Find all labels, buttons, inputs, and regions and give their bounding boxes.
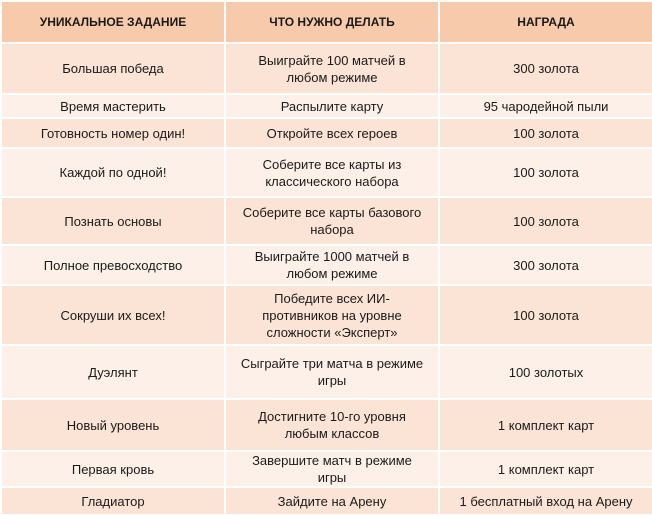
table-row: Новый уровень Достигните 10-го уровня люб… (0, 398, 652, 452)
table-body: Большая победа Выиграйте 100 матчей в люб… (0, 42, 652, 516)
table-cell: Распылите карту (224, 93, 440, 119)
table-row: Большая победа Выиграйте 100 матчей в люб… (0, 42, 652, 95)
table-cell: Большая победа (0, 42, 226, 95)
table-cell: 100 золота (438, 284, 652, 346)
table-cell: Зайдите на Арену (224, 486, 440, 516)
table-cell: Выиграйте 1000 матчей в любом режиме (224, 244, 440, 286)
table-cell: 100 золота (438, 117, 652, 149)
table-cell: Сыграйте три матча в режиме игры (224, 344, 440, 400)
table-cell: 100 золотых (438, 344, 652, 400)
table-cell: Каждой по одной! (0, 147, 226, 198)
table-cell: 300 золота (438, 42, 652, 95)
table-cell: 300 золота (438, 244, 652, 286)
header-cell: ЧТО НУЖНО ДЕЛАТЬ (224, 0, 440, 44)
table-cell: Познать основы (0, 196, 226, 246)
table-cell: Достигните 10-го уровня любым классов (224, 398, 440, 452)
table-row: Каждой по одной! Соберите все карты из кл… (0, 147, 652, 198)
table-cell: Первая кровь (0, 450, 226, 488)
table-row: Готовность номер один! Откройте всех геро… (0, 117, 652, 149)
table-row: Сокруши их всех! Победите всех ИИ-противн… (0, 284, 652, 346)
table-row: Познать основы Соберите все карты базовог… (0, 196, 652, 246)
table-cell: Выиграйте 100 матчей в любом режиме (224, 42, 440, 95)
table-cell: Завершите матч в режиме игры (224, 450, 440, 488)
table-row: Гладиатор Зайдите на Арену 1 бесплатный вх… (0, 486, 652, 516)
header-cell: УНИКАЛЬНОЕ ЗАДАНИЕ (0, 0, 226, 44)
table-row: Время мастерить Распылите карту 95 чародей… (0, 93, 652, 119)
table-row: Полное превосходство Выиграйте 1000 матче… (0, 244, 652, 286)
table-cell: 1 комплект карт (438, 450, 652, 488)
table-cell: Дуэлянт (0, 344, 226, 400)
header-row: УНИКАЛЬНОЕ ЗАДАНИЕ ЧТО НУЖНО ДЕЛАТЬ НАГРАД… (0, 0, 652, 44)
table-cell: 1 бесплатный вход на Арену (438, 486, 652, 516)
table-cell: 95 чародейной пыли (438, 93, 652, 119)
table-cell: Готовность номер один! (0, 117, 226, 149)
table-cell: Гладиатор (0, 486, 226, 516)
table-row: Дуэлянт Сыграйте три матча в режиме игры 1… (0, 344, 652, 400)
table-cell: Новый уровень (0, 398, 226, 452)
table-cell: 100 золота (438, 196, 652, 246)
table-cell: Соберите все карты базового набора (224, 196, 440, 246)
table-cell: Откройте всех героев (224, 117, 440, 149)
table-cell: Время мастерить (0, 93, 226, 119)
table-cell: 100 золота (438, 147, 652, 198)
table-row: Первая кровь Завершите матч в режиме игры… (0, 450, 652, 488)
table-cell: Полное превосходство (0, 244, 226, 286)
header-cell: НАГРАДА (438, 0, 652, 44)
table-cell: Победите всех ИИ-противников на уровне с… (224, 284, 440, 346)
table-cell: Сокруши их всех! (0, 284, 226, 346)
table-cell: Соберите все карты из классического набо… (224, 147, 440, 198)
table-cell: 1 комплект карт (438, 398, 652, 452)
